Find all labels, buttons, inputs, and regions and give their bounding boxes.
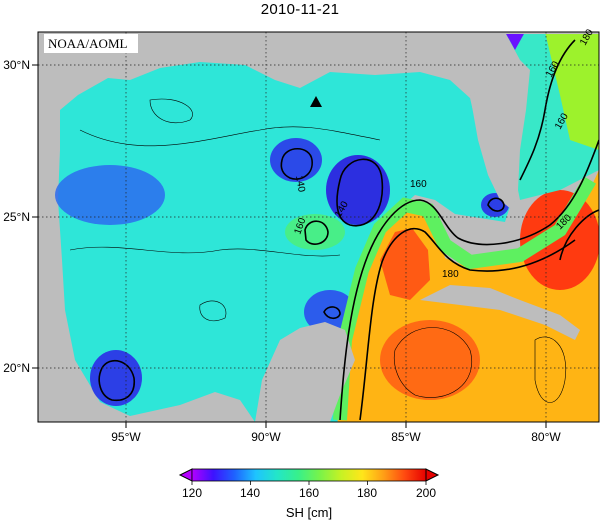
colorbar-tick-label: 180	[357, 486, 377, 500]
colorbar: 120 140 160 180 200	[178, 468, 440, 500]
colorbar-high-arrow	[425, 468, 440, 482]
lon-tick-label: 90°W	[251, 430, 281, 444]
map-title: 2010-11-21	[260, 1, 340, 18]
graticule	[38, 32, 599, 422]
land-florida	[470, 60, 530, 210]
low-west	[55, 165, 165, 225]
lon-tick-label: 85°W	[391, 430, 421, 444]
buoy-marker-icon	[310, 96, 322, 107]
warm-core-east	[520, 190, 599, 290]
lon-tick-label: 95°W	[111, 430, 141, 444]
credit-text: NOAA/AOML	[48, 36, 128, 51]
contour-label: 180	[442, 269, 459, 280]
atlantic-purple	[505, 32, 525, 50]
land-yucatan	[255, 322, 355, 422]
lat-tick-label: 20°N	[3, 361, 30, 375]
colorbar-tick-label: 120	[182, 486, 202, 500]
axis-ticks	[32, 64, 547, 428]
warm-core-south	[380, 320, 480, 400]
credit-box	[44, 34, 138, 53]
contour-lines	[69, 39, 599, 421]
colorbar-label: SH [cm]	[286, 505, 332, 520]
lat-tick-label: 30°N	[3, 58, 30, 72]
land-cuba	[420, 285, 580, 340]
lon-tick-label: 80°W	[531, 430, 561, 444]
mid-green-patch	[285, 214, 345, 250]
atlantic-warm	[545, 32, 599, 150]
colorbar-low-arrow	[178, 468, 193, 482]
colorbar-gradient	[191, 468, 427, 482]
lat-tick-label: 25°N	[3, 210, 30, 224]
map-frame	[37, 31, 600, 423]
colorbar-tick-label: 160	[299, 486, 319, 500]
gulf-water	[58, 62, 512, 422]
colorbar-tick-label: 200	[416, 486, 436, 500]
contour-label: 160	[410, 179, 427, 190]
contour-label: 140	[293, 175, 307, 194]
loop-current-red	[380, 228, 430, 300]
colorbar-tick-label: 140	[240, 486, 260, 500]
